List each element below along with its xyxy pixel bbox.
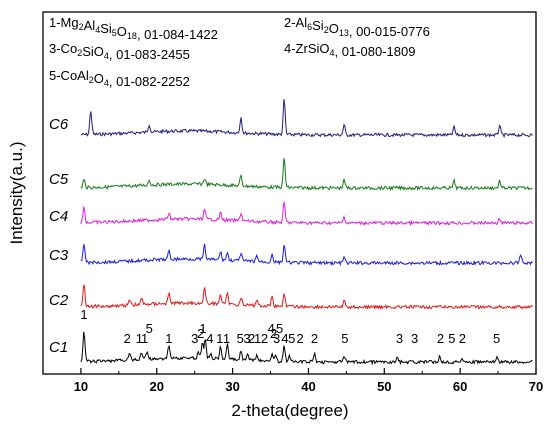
peak-label: 5: [341, 331, 348, 346]
peak-label: 5: [288, 331, 295, 346]
peak-label: 1: [199, 321, 206, 336]
peak-label: 1: [216, 331, 223, 346]
peak-label: 5: [448, 331, 455, 346]
peak-label: 2: [459, 331, 466, 346]
x-tick-label: 50: [377, 379, 391, 394]
peak-label: 1: [223, 331, 230, 346]
peak-label: 5: [146, 321, 153, 336]
series-line-c3: [80, 243, 533, 267]
peak-label: 4: [281, 331, 288, 346]
peak-label: 2: [248, 331, 255, 346]
peak-label: 1: [136, 331, 143, 346]
y-axis-title: Intensity(a.u.): [7, 142, 26, 245]
x-tick-label: 40: [301, 379, 315, 394]
x-tick-label: 30: [225, 379, 239, 394]
peak-label: 1: [165, 331, 172, 346]
x-tick-label: 20: [150, 379, 164, 394]
phase-legend-entry: 5-CoAl2O4, 01-082-2252: [49, 68, 190, 89]
phase-legend-entry: 4-ZrSiO4, 01-080-1809: [284, 41, 415, 59]
peak-label: 1: [141, 331, 148, 346]
peak-label: 2: [270, 326, 277, 341]
series-line-c2: [80, 284, 533, 310]
peak-label: 3: [396, 331, 403, 346]
x-tick-label: 10: [74, 379, 88, 394]
peak-label: 2: [311, 331, 318, 346]
x-tick-label: 70: [529, 379, 543, 394]
x-axis-ticks: 10 20 30 40 50 60 70: [42, 368, 543, 394]
peak-label: 3: [411, 331, 418, 346]
peak-label: 2: [197, 326, 204, 341]
peak-label: 2: [261, 331, 268, 346]
peak-label: 4: [206, 331, 213, 346]
series-line-c4: [80, 201, 533, 227]
sample-label-c5: C5: [49, 171, 69, 188]
sample-label-c2: C2: [49, 292, 69, 309]
peak-label: 5: [237, 331, 244, 346]
peak-label: 2: [297, 331, 304, 346]
peak-label: 3: [243, 331, 250, 346]
sample-label-c1: C1: [49, 339, 68, 356]
peak-label: 2: [124, 331, 131, 346]
series-line-c1: [80, 331, 533, 366]
phase-legend: 1-Mg2Al4Si5O18, 01-084-1422 2-Al6Si2O13, …: [49, 15, 430, 89]
peak-label: 1: [254, 331, 261, 346]
peak-label: 2: [437, 331, 444, 346]
sample-label-c6: C6: [49, 116, 69, 133]
peak-label: 3: [191, 331, 198, 346]
plot-frame: [42, 11, 537, 375]
sample-label-c3: C3: [49, 247, 69, 264]
peak-label: 4: [268, 321, 275, 336]
x-axis-title: 2-theta(degree): [231, 401, 348, 420]
sample-labels: C6 C5 C4 C3 C2 C1: [49, 116, 69, 356]
x-tick-label: 60: [453, 379, 467, 394]
peak-label: 3: [273, 331, 280, 346]
phase-legend-entry: 1-Mg2Al4Si5O18, 01-084-1422: [49, 15, 218, 42]
series-line-c5: [80, 158, 533, 191]
plot-lines: [80, 99, 533, 366]
peak-label: 5: [493, 331, 500, 346]
phase-legend-entry: 2-Al6Si2O13, 00-015-0776: [284, 15, 430, 39]
phase-legend-entry: 3-Co2SiO4, 01-083-2455: [49, 41, 190, 62]
peak-label: 1: [80, 307, 87, 322]
peak-label: 5: [276, 321, 283, 336]
sample-label-c4: C4: [49, 208, 68, 225]
series-line-c6: [80, 99, 533, 139]
